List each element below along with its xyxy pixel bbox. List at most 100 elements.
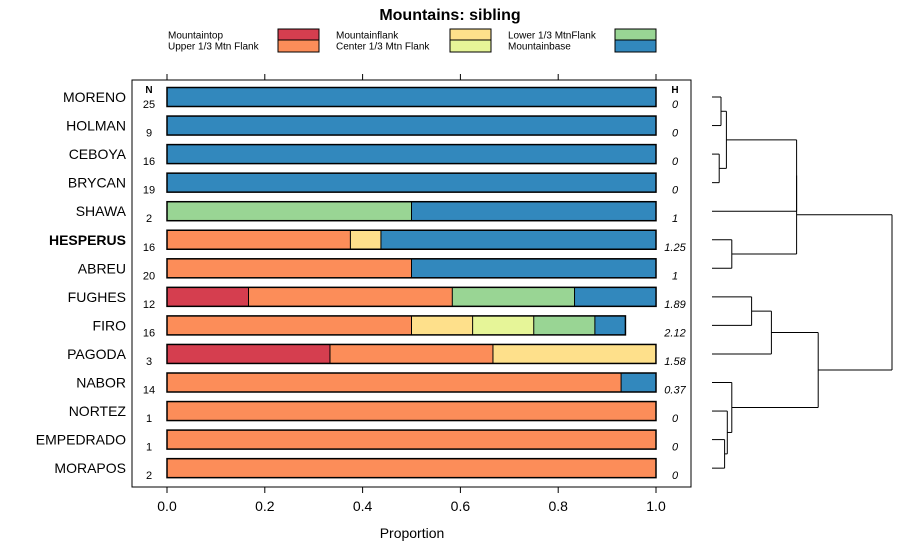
legend-swatch (449, 39, 492, 53)
bar-row: ABREU 20 1 (78, 258, 678, 282)
bar-row: HESPERUS 16 1.25 (49, 229, 687, 254)
bar-segment (167, 315, 412, 335)
n-value: 16 (143, 242, 155, 254)
h-value: 0 (672, 185, 679, 197)
bar-row: HOLMAN 9 0 (66, 115, 679, 140)
plot-frame (131, 79, 692, 488)
bar-segment (167, 430, 656, 450)
row-label: NORTEZ (69, 403, 127, 419)
row-label: HOLMAN (66, 118, 126, 134)
bar-segment (167, 116, 656, 136)
bar-segment (167, 258, 412, 278)
n-value: 3 (146, 356, 152, 368)
bar-outline (166, 143, 657, 165)
x-axis-label: Proportion (380, 525, 445, 541)
bar-segment (167, 173, 656, 193)
bar-segment (533, 315, 595, 335)
bar-segment (492, 344, 656, 364)
h-value: 0 (672, 442, 679, 454)
bar-outline (166, 86, 657, 108)
bar-segment (411, 201, 656, 221)
bar-outline (166, 258, 657, 279)
row-label: FUGHES (68, 289, 126, 305)
dendrogram (712, 96, 893, 469)
x-tick-label: 0.6 (451, 498, 471, 514)
bar-segment (411, 258, 656, 278)
x-tick-label: 0.2 (255, 498, 275, 514)
bar-row: FUGHES 12 1.89 (68, 286, 686, 311)
bar-row: NORTEZ 1 0 (69, 400, 679, 425)
n-value: 16 (143, 327, 155, 339)
h-value: 1.58 (664, 356, 686, 368)
legend-swatch (614, 39, 657, 53)
bar-outline (166, 286, 657, 308)
bar-outline (166, 115, 657, 136)
bar-row: CEBOYA 16 0 (69, 143, 679, 168)
n-value: 1 (146, 413, 152, 425)
bar-row: BRYCAN 19 0 (68, 172, 679, 197)
legend-label: Mountainbase (508, 42, 571, 53)
h-value: 1 (672, 270, 678, 282)
bar-row: SHAWA 2 1 (76, 200, 678, 225)
legend-swatch (277, 28, 320, 42)
bar-row: PAGODA 3 1.58 (67, 343, 687, 368)
row-label: BRYCAN (68, 175, 126, 191)
bar-segment (167, 287, 249, 307)
h-value: 1.89 (664, 299, 685, 311)
row-label: MORENO (63, 89, 126, 105)
bar-outline (166, 429, 657, 450)
bar-outline (166, 229, 657, 250)
bar-outline (166, 200, 657, 222)
h-value: 0 (672, 413, 679, 425)
legend-label: Upper 1/3 Mtn Flank (168, 42, 260, 53)
bar-outline (166, 372, 657, 393)
bar-segment (472, 315, 534, 335)
legend-label: Lower 1/3 MtnFlank (508, 31, 597, 42)
legend-label: Mountainflank (336, 31, 399, 42)
h-value: 2.12 (663, 327, 685, 339)
bar-segment (621, 373, 656, 392)
row-label: FIRO (93, 317, 127, 333)
x-tick-label: 0.4 (353, 498, 373, 514)
n-value: 19 (143, 185, 155, 197)
bar-outline (166, 315, 627, 336)
row-label: CEBOYA (69, 146, 127, 162)
legend-swatch (449, 28, 492, 42)
legend-swatch (277, 39, 320, 53)
row-label: SHAWA (76, 203, 127, 219)
n-column-header: N (145, 85, 152, 96)
bar-row: FIRO 16 2.12 (93, 315, 686, 339)
bar-segment (594, 315, 626, 335)
row-label: PAGODA (67, 346, 127, 362)
bar-segment (167, 344, 330, 364)
bar-segment (167, 144, 656, 164)
bar-row: EMPEDRADO 1 0 (36, 429, 679, 454)
bar-segment (350, 230, 381, 250)
bar-rows: MORENO 25 0 HOLMAN 9 0 CEBOYA 16 0 BRYCAN 19 0 SHAWA… (36, 86, 687, 482)
n-value: 16 (143, 156, 155, 168)
h-value: 0 (672, 128, 679, 140)
h-column-header: H (671, 85, 678, 96)
n-value: 9 (146, 128, 152, 140)
n-value: 2 (146, 213, 152, 225)
bar-row: MORAPOS 2 0 (54, 457, 679, 482)
bar-segment (167, 87, 656, 107)
legend-label: Mountaintop (168, 31, 223, 42)
bar-outline (166, 343, 657, 365)
h-value: 1 (672, 213, 678, 225)
n-value: 12 (143, 299, 155, 311)
h-value: 0.37 (664, 385, 686, 397)
bar-segment (167, 201, 412, 221)
x-tick-label: 1.0 (646, 498, 666, 514)
h-value: 0 (672, 156, 679, 168)
x-tick-label: 0.8 (548, 498, 568, 514)
chart-title: Mountains: sibling (379, 7, 520, 24)
legend-label: Center 1/3 Mtn Flank (336, 42, 430, 53)
bar-segment (380, 230, 656, 250)
legend-swatch (614, 28, 657, 42)
row-label: HESPERUS (49, 232, 126, 248)
bar-segment (167, 401, 656, 421)
x-tick-label: 0.0 (157, 498, 177, 514)
bar-segment (248, 287, 453, 307)
